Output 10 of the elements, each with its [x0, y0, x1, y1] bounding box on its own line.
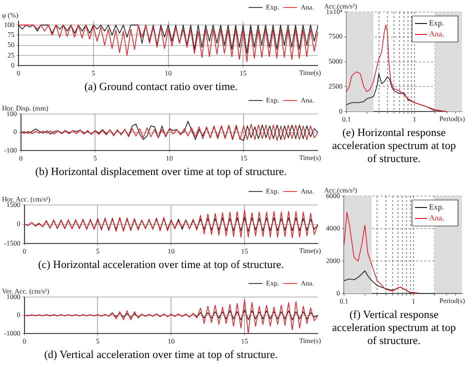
legend-label: Exp. [429, 18, 444, 28]
text: (a) Ground contact ratio over time. [83, 81, 239, 94]
text: (e) Horizontal response acceleration spectrum at top of structure. [332, 127, 456, 166]
text: (c) Horizontal acceleration over time at top of structure. [37, 259, 285, 272]
text: (b) Horizontal displacement over time at top of structure. [34, 166, 288, 179]
legend-label: Ana. [429, 30, 444, 39]
legend-label: Exp. [429, 202, 444, 212]
legend-label: Ana. [429, 214, 444, 223]
text: (d) Vertical acceleration over time at top of structure. [43, 349, 279, 362]
text: (f) Vertical response acceleration spectrum at top of structure. [332, 309, 456, 348]
